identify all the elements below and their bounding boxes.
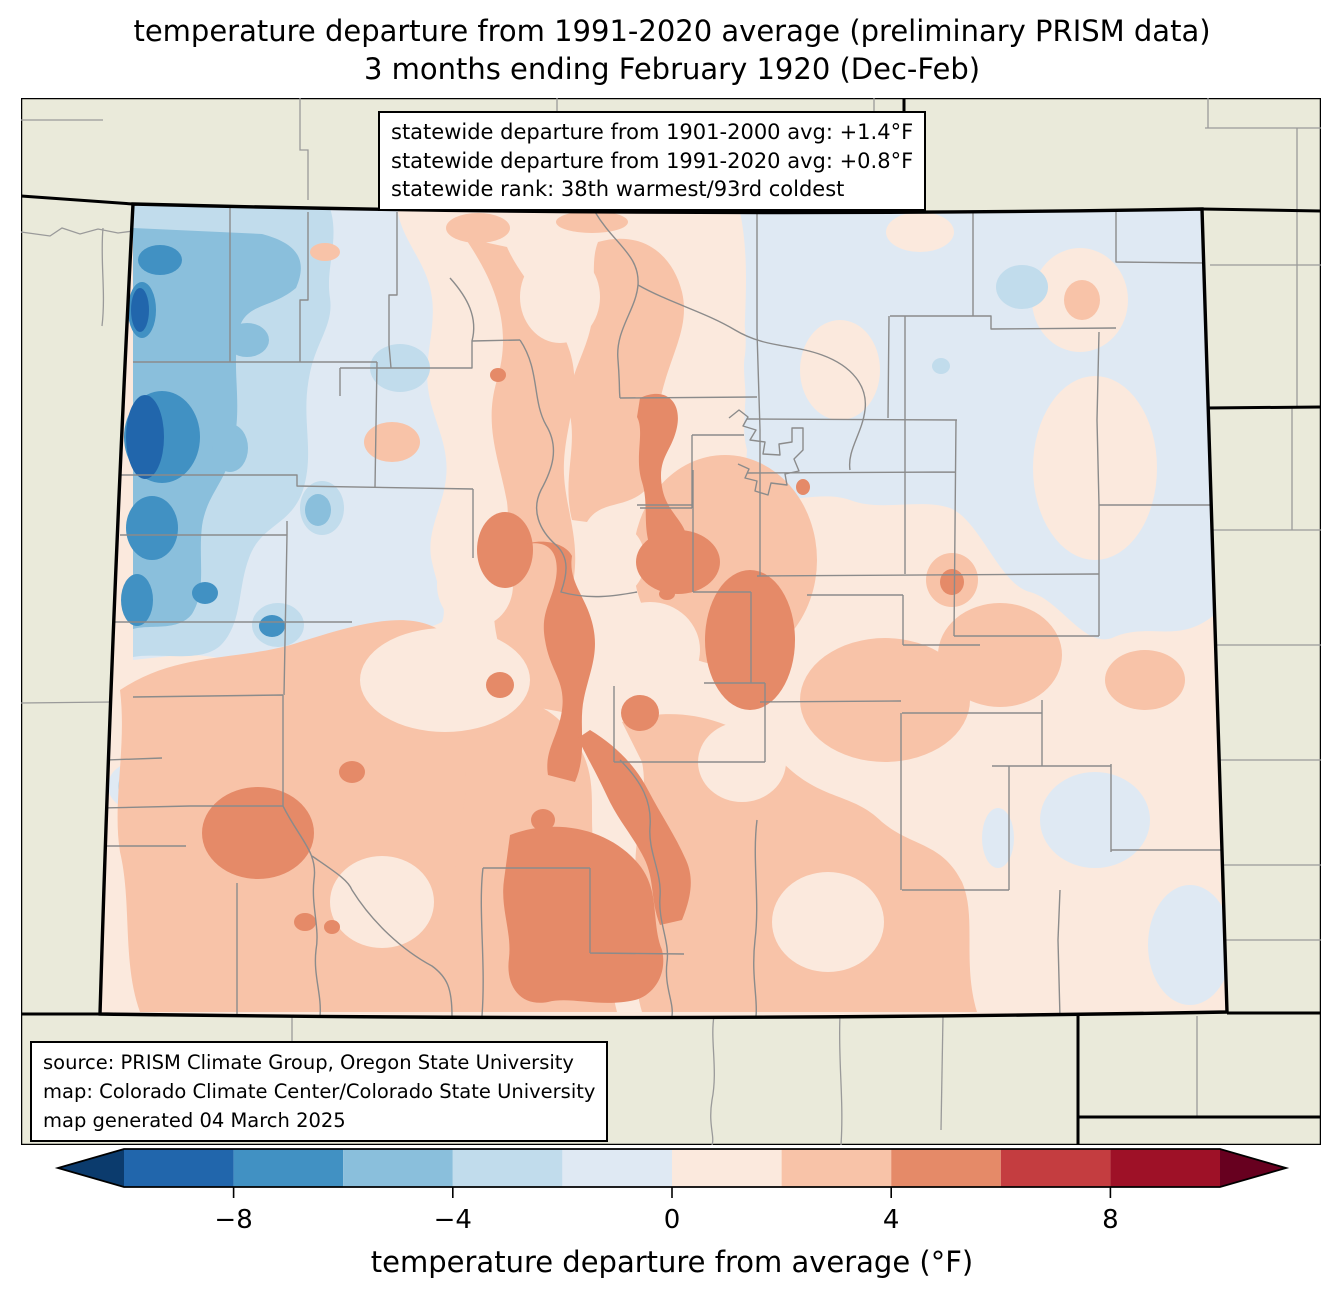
title-line-1: temperature departure from 1991-2020 ave…: [133, 14, 1211, 48]
generated-date-line: map generated 04 March 2025: [43, 1109, 346, 1132]
colorbar-bin: [891, 1149, 1001, 1187]
colorbar-tick-labels: −8 −4 0 4 8: [214, 1205, 1118, 1235]
colorbar-bins: [58, 1149, 1286, 1187]
colorbar-bin: [233, 1149, 344, 1187]
source-line: source: PRISM Climate Group, Oregon Stat…: [43, 1051, 574, 1074]
colorbar-bin: [343, 1149, 453, 1187]
title-line-2: 3 months ending February 1920 (Dec-Feb): [363, 52, 981, 86]
stat-departure-1901-2000: statewide departure from 1901-2000 avg: …: [391, 120, 914, 144]
colorbar-bin: [562, 1149, 672, 1187]
temperature-anomaly-field: [100, 204, 1227, 1018]
map-credit-line: map: Colorado Climate Center/Colorado St…: [43, 1080, 596, 1103]
colorbar-bin: [1000, 1149, 1111, 1187]
statewide-stats-box: statewide departure from 1901-2000 avg: …: [378, 111, 927, 211]
colorbar-tick-label: −8: [214, 1205, 252, 1235]
colorbar-tick-label: 4: [883, 1205, 900, 1235]
source-attribution-box: source: PRISM Climate Group, Oregon Stat…: [30, 1041, 609, 1142]
stat-rank: statewide rank: 38th warmest/93rd coldes…: [391, 177, 845, 201]
figure-title: temperature departure from 1991-2020 ave…: [0, 12, 1344, 88]
colorbar: −8 −4 0 4 8 temperature departure from a…: [0, 1146, 1344, 1299]
colorbar-tick-label: 0: [664, 1205, 681, 1235]
map-canvas: [21, 98, 1321, 1145]
colorado-state-border: [98, 202, 1229, 1020]
colorbar-tick-label: 8: [1102, 1205, 1119, 1235]
colorbar-bin: [124, 1149, 234, 1187]
county-lines: [100, 205, 1225, 1018]
colorbar-bin: [452, 1149, 563, 1187]
stat-departure-1991-2020: statewide departure from 1991-2020 avg: …: [391, 148, 914, 173]
colorbar-canvas: −8 −4 0 4 8 temperature departure from a…: [54, 1148, 1290, 1279]
colorbar-extend-left-arrow: [58, 1149, 124, 1187]
colorbar-bin: [1110, 1149, 1220, 1187]
colorbar-ticks: [232, 1187, 1112, 1198]
colorbar-tick-label: −4: [434, 1205, 472, 1235]
colorbar-bin: [781, 1149, 892, 1187]
map-area: [21, 98, 1321, 1145]
colorbar-outline: [54, 1148, 1290, 1188]
colorbar-bin: [672, 1149, 782, 1187]
colorbar-extend-right-arrow: [1220, 1149, 1286, 1187]
colorbar-axis-label: temperature departure from average (°F): [371, 1245, 973, 1279]
